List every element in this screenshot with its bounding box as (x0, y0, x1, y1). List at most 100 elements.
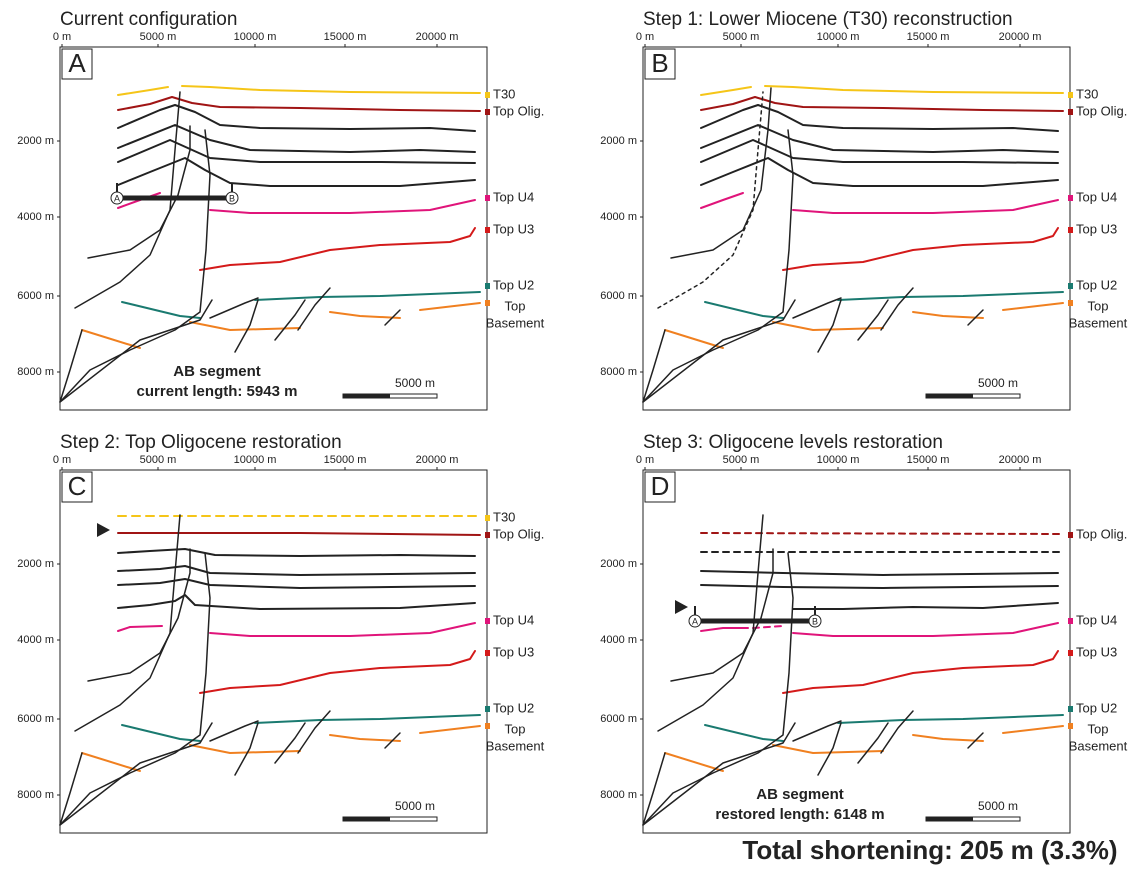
panel-letter: B (651, 48, 668, 78)
layer-label: Top U3 (1076, 221, 1117, 236)
horizon-line (274, 722, 306, 764)
horizon-line (117, 124, 476, 153)
layer-swatch (1068, 227, 1073, 233)
horizon-line (664, 329, 724, 349)
horizon-line (59, 299, 213, 403)
layer-label: Top (505, 298, 526, 313)
horizon-line (700, 139, 1059, 164)
horizon-line (967, 309, 984, 326)
horizon-line (181, 85, 481, 94)
layer-label: Top (1088, 298, 1109, 313)
horizon-line (209, 720, 259, 742)
horizon-line (700, 86, 752, 96)
x-tick-label: 10000 m (817, 454, 860, 466)
horizon-line (189, 321, 301, 331)
horizon-line (384, 309, 401, 326)
x-tick-label: 15000 m (907, 454, 950, 466)
horizon-line (117, 139, 476, 164)
layer-swatch (485, 723, 490, 729)
horizon-line (59, 329, 83, 403)
horizon-line (700, 96, 1064, 112)
x-tick-label: 15000 m (324, 31, 367, 43)
x-tick-label: 10000 m (234, 31, 277, 43)
x-tick-label: 20000 m (416, 31, 459, 43)
horizon-line (209, 199, 476, 214)
x-tick-label: 0 m (53, 31, 71, 43)
layer-swatch (1068, 283, 1073, 289)
panel-letter-box (61, 471, 93, 503)
layer-label: Basement (486, 315, 545, 330)
horizon-line (837, 714, 1064, 724)
horizon-line (209, 297, 259, 319)
layer-label: Top U4 (493, 612, 534, 627)
y-tick-label: 6000 m (17, 290, 54, 302)
horizon-line (670, 548, 774, 682)
layer-swatch (485, 195, 490, 201)
panel-letter-box (644, 48, 676, 80)
layer-label: Top Olig. (493, 526, 544, 541)
horizon-line (74, 514, 181, 732)
layer-swatch (1068, 109, 1073, 115)
horizon-line (700, 584, 1059, 589)
y-tick-label: 8000 m (600, 366, 637, 378)
y-tick-label: 4000 m (600, 211, 637, 223)
horizon-line (764, 85, 1064, 94)
horizon-line (117, 86, 169, 96)
segment-point (110, 191, 124, 205)
layer-swatch (1068, 706, 1073, 712)
layer-swatch (485, 109, 490, 115)
horizon-line (87, 548, 191, 682)
y-tick-label: 2000 m (17, 135, 54, 147)
horizon-line (967, 732, 984, 749)
horizon-line (74, 91, 181, 309)
panel-letter: D (651, 471, 670, 501)
y-tick-label: 4000 m (600, 634, 637, 646)
horizon-line (254, 291, 481, 301)
layer-label: T30 (1076, 86, 1098, 101)
panel: Step 1: Lower Miocene (T30) reconstructi… (600, 9, 1128, 411)
layer-swatch (1068, 650, 1073, 656)
layer-label: Top U2 (1076, 277, 1117, 292)
segment-point-label: B (812, 616, 818, 626)
y-tick-label: 2000 m (600, 558, 637, 570)
horizon-line (87, 125, 191, 259)
horizon-line (912, 734, 984, 742)
segment-point-label: A (692, 616, 698, 626)
horizon-line (792, 720, 842, 742)
horizon-line (254, 714, 481, 724)
horizon-line (792, 199, 1059, 214)
horizon-line (700, 570, 1059, 576)
horizon-line (384, 732, 401, 749)
layer-label: Top U3 (493, 644, 534, 659)
horizon-line (700, 627, 749, 632)
layer-label: Basement (1069, 315, 1128, 330)
horizon-line (117, 104, 476, 132)
horizon-line (912, 311, 984, 319)
panel-title: Step 1: Lower Miocene (T30) reconstructi… (643, 9, 1013, 30)
layer-label: Top Olig. (1076, 103, 1127, 118)
horizon-line (700, 124, 1059, 153)
horizon-line (117, 578, 476, 589)
layer-swatch (1068, 92, 1073, 98)
horizon-line (700, 157, 1059, 187)
segment-point (688, 614, 702, 628)
layer-swatch (1068, 532, 1073, 538)
horizon-line (642, 752, 666, 826)
horizon-line (837, 291, 1064, 301)
layer-swatch (485, 618, 490, 624)
x-tick-label: 20000 m (999, 454, 1042, 466)
x-tick-label: 10000 m (234, 454, 277, 466)
x-tick-label: 10000 m (817, 31, 860, 43)
layer-swatch (485, 92, 490, 98)
horizon-line (857, 722, 889, 764)
horizon-line (657, 514, 764, 732)
horizon-line (59, 129, 211, 403)
horizon-line (117, 532, 481, 536)
segment-point (225, 191, 239, 205)
layer-label: Top U2 (493, 277, 534, 292)
x-tick-label: 5000 m (140, 454, 177, 466)
horizon-line (117, 157, 476, 187)
